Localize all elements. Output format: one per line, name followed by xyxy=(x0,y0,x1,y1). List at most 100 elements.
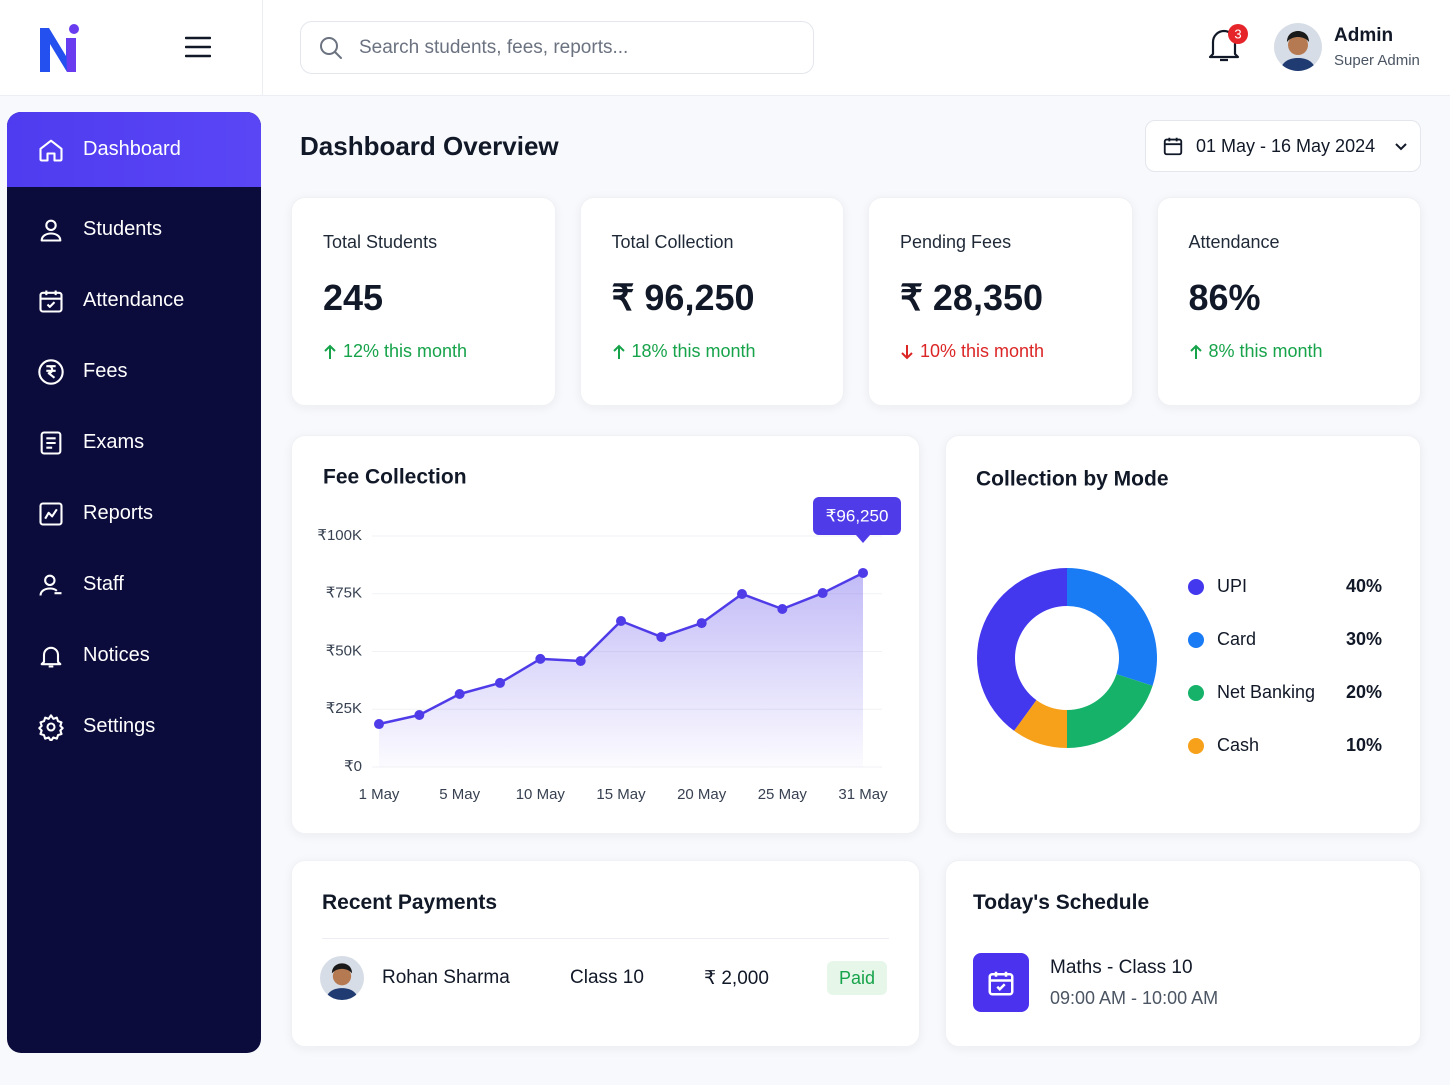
menu-button[interactable] xyxy=(185,36,211,58)
schedule-card: Today's Schedule Maths - Class 10 09:00 … xyxy=(945,860,1421,1047)
x-tick-label: 5 May xyxy=(439,786,480,803)
stat-value: ₹ 28,350 xyxy=(900,277,1044,318)
divider xyxy=(322,938,889,939)
search-placeholder: Search students, fees, reports... xyxy=(359,36,629,58)
chevron-down xyxy=(1395,143,1407,151)
logo[interactable] xyxy=(36,22,86,74)
nav-item[interactable]: Notices xyxy=(7,618,261,693)
calendar-icon xyxy=(1163,137,1183,156)
search-box[interactable]: Search students, fees, reports... xyxy=(300,21,814,74)
nav-item[interactable]: Reports xyxy=(7,476,261,551)
point xyxy=(454,689,465,700)
legend-swatch xyxy=(1188,632,1204,648)
point xyxy=(414,710,425,721)
date-range-picker[interactable]: 01 May - 16 May 2024 xyxy=(1145,120,1421,172)
payer-name: Rohan Sharma xyxy=(382,967,510,988)
logo-area xyxy=(0,0,263,96)
recent-payments-title: Recent Payments xyxy=(322,891,498,914)
schedule-title: Today's Schedule xyxy=(973,891,1150,914)
nav-icon xyxy=(38,358,64,385)
stat-label: Total Students xyxy=(323,232,438,252)
x-tick-label: 15 May xyxy=(596,786,646,803)
legend-swatch xyxy=(1188,579,1204,595)
chart-title: Fee Collection xyxy=(323,466,467,489)
collection-mode-card: Collection by Mode UPI 40% Card 30% Net Banki… xyxy=(945,435,1421,834)
legend-value: 30% xyxy=(1346,629,1382,649)
nav-label: Dashboard xyxy=(83,138,181,160)
notifications[interactable]: 3 xyxy=(1205,20,1253,68)
stat-label: Total Collection xyxy=(611,232,734,252)
x-tick-label: 20 May xyxy=(677,786,727,803)
point xyxy=(737,588,747,599)
legend-value: 10% xyxy=(1346,735,1382,755)
stat-value: ₹ 96,250 xyxy=(611,277,755,318)
x-tick-label: 31 May xyxy=(838,786,888,803)
legend-value: 20% xyxy=(1346,682,1382,702)
donut-slice xyxy=(977,568,1067,731)
x-tick-label: 1 May xyxy=(359,786,400,803)
payment-amount: ₹ 2,000 xyxy=(704,968,769,989)
page-title: Dashboard Overview xyxy=(300,131,559,161)
nav-icon xyxy=(40,430,62,455)
y-tick-label: ₹50K xyxy=(326,642,362,659)
nav-label: Attendance xyxy=(83,289,185,311)
nav-item[interactable]: Attendance xyxy=(7,263,261,338)
point xyxy=(616,616,626,627)
tooltip-label: ₹96,250 xyxy=(826,506,889,525)
point xyxy=(777,603,788,614)
schedule-time: 09:00 AM - 10:00 AM xyxy=(1050,988,1219,1008)
nav-label: Fees xyxy=(83,360,128,382)
schedule-icon xyxy=(973,953,1029,1012)
stat-change: 10% this month xyxy=(900,341,1132,362)
schedule-subject: Maths - Class 10 xyxy=(1050,957,1193,978)
stat-change: 8% this month xyxy=(1189,341,1421,362)
trend-arrow xyxy=(1189,344,1202,359)
donut-slice xyxy=(1014,700,1067,748)
nav-icon xyxy=(40,646,62,668)
stat-value: 245 xyxy=(323,277,384,318)
nav-item[interactable]: Dashboard xyxy=(7,112,261,187)
y-tick-label: ₹75K xyxy=(326,585,362,602)
user-avatar[interactable] xyxy=(1274,23,1322,71)
user-role: Super Admin xyxy=(1334,52,1420,69)
legend-label: Cash xyxy=(1217,735,1259,755)
stat-change-text: 12% this month xyxy=(343,341,468,361)
stat-card: Total Collection ₹ 96,250 18% this month xyxy=(579,197,844,406)
nav-item[interactable]: Staff xyxy=(7,547,261,622)
nav-icon xyxy=(39,574,62,596)
stat-label: Attendance xyxy=(1188,232,1280,252)
point xyxy=(374,719,384,730)
tooltip-pointer xyxy=(856,534,870,543)
point xyxy=(535,653,546,664)
tooltip xyxy=(813,496,901,535)
legend-label: UPI xyxy=(1217,576,1247,596)
donut-chart: Collection by Mode UPI 40% Card 30% Net Banki… xyxy=(976,468,1382,755)
user-name: Admin xyxy=(1334,25,1394,46)
nav-item[interactable]: Settings xyxy=(7,689,261,764)
nav-label: Settings xyxy=(83,715,156,737)
area xyxy=(379,572,863,767)
nav-item[interactable]: Exams xyxy=(7,405,261,480)
nav-item[interactable]: Students xyxy=(7,192,261,267)
trend-arrow xyxy=(324,344,336,359)
stat-cards: Total Students 245 12% this month Total Col… xyxy=(291,197,1421,406)
x-tick-label: 10 May xyxy=(516,786,566,803)
nav-item[interactable]: Fees xyxy=(7,334,261,409)
x-tick-label: 25 May xyxy=(758,786,808,803)
stat-card: Attendance 86% 8% this month xyxy=(1156,197,1421,406)
donut-slice xyxy=(1067,674,1153,748)
fee-collection-card: Fee Collection ₹0 ₹25K ₹50K ₹75K ₹100K 1 May 5 … xyxy=(291,435,920,834)
payer-class: Class 10 xyxy=(570,967,644,988)
point xyxy=(495,677,505,688)
legend-swatch xyxy=(1188,738,1204,754)
legend-label: Card xyxy=(1217,629,1256,649)
donut-slice xyxy=(1067,568,1157,686)
nav-icon xyxy=(39,290,63,313)
legend-value: 40% xyxy=(1346,576,1382,596)
point xyxy=(817,588,828,599)
stat-card: Pending Fees ₹ 28,350 10% this month xyxy=(868,197,1133,406)
date-range: 01 May - 16 May 2024 xyxy=(1196,135,1376,156)
stat-change-text: 8% this month xyxy=(1208,341,1323,361)
